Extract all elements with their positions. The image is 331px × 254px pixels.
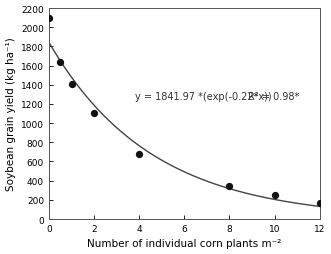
Point <box>58 60 63 65</box>
Point <box>227 184 232 188</box>
Y-axis label: Soybean grain yield (kg ha⁻¹): Soybean grain yield (kg ha⁻¹) <box>6 38 16 191</box>
Point <box>137 152 142 156</box>
X-axis label: Number of individual corn plants m⁻²: Number of individual corn plants m⁻² <box>87 239 281 248</box>
Point <box>69 83 74 87</box>
Point <box>317 201 322 205</box>
Point <box>91 111 97 115</box>
Text: y = 1841.97 *(exp(-0.22*x)): y = 1841.97 *(exp(-0.22*x)) <box>135 92 271 102</box>
Point <box>46 17 52 21</box>
Point <box>272 193 277 197</box>
Text: R² = 0.98*: R² = 0.98* <box>248 92 299 102</box>
